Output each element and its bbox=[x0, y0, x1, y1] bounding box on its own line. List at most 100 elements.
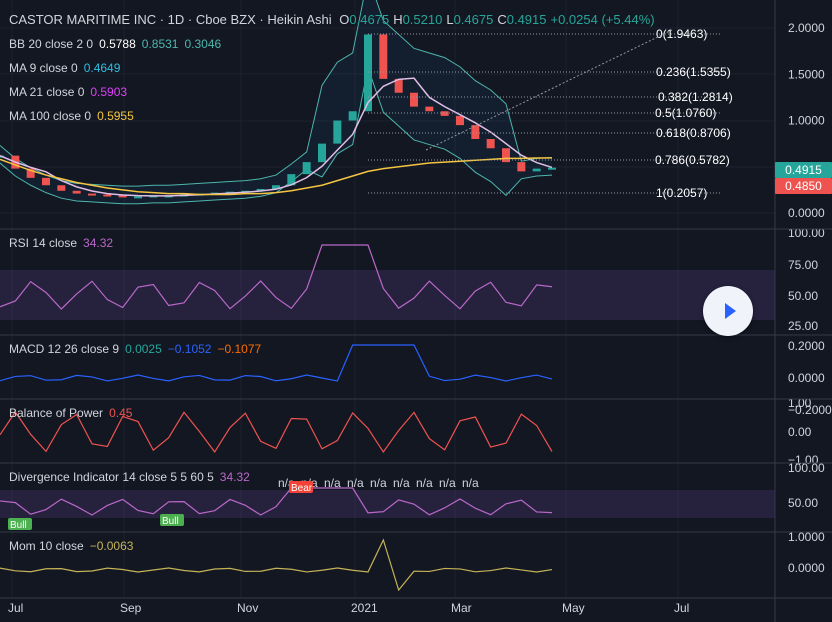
candle bbox=[103, 194, 112, 197]
pane-title: Mom 10 close −0.0063 bbox=[9, 539, 134, 553]
ohlc-value: 0.4915 bbox=[506, 12, 547, 27]
candle bbox=[379, 34, 388, 79]
candle bbox=[333, 120, 342, 144]
pane-value: 0.0025 bbox=[125, 342, 162, 356]
pane-tick-label: −0.2000 bbox=[788, 403, 832, 417]
pane-tick-label: 100.00 bbox=[788, 461, 825, 475]
candle bbox=[302, 162, 311, 175]
bollinger-band-fill bbox=[0, 0, 552, 204]
candle bbox=[364, 34, 372, 112]
fib-level-label: 0.236(1.5355) bbox=[656, 65, 731, 79]
candle bbox=[440, 111, 449, 116]
pane-title: Balance of Power 0.45 bbox=[9, 406, 133, 420]
indicator-name: MA 9 close 0 bbox=[9, 61, 78, 75]
symbol-title: CASTOR MARITIME INC · 1D · Cboe BZX · He… bbox=[9, 13, 655, 27]
fib-level-label: 0.5(1.0760) bbox=[655, 106, 716, 120]
change-value: +0.0254 (+5.44%) bbox=[550, 12, 655, 27]
ohlc-key: O bbox=[339, 12, 350, 27]
pane-value: 34.32 bbox=[220, 470, 250, 484]
pane-tick-label: 25.00 bbox=[788, 319, 818, 333]
indicator-line bbox=[0, 487, 553, 516]
indicator-value: 0.5788 bbox=[99, 37, 136, 51]
play-button[interactable] bbox=[703, 286, 753, 336]
price-tick-label: 2.0000 bbox=[788, 21, 825, 35]
fib-level-label: 0(1.9463) bbox=[656, 27, 707, 41]
candle bbox=[88, 193, 96, 196]
pane-tick-label: 0.0000 bbox=[788, 561, 825, 575]
divergence-badge bbox=[289, 481, 313, 493]
pane-value: −0.0063 bbox=[90, 539, 134, 553]
na-value: n/a bbox=[416, 476, 433, 490]
indicator-band bbox=[0, 270, 775, 320]
price-tick-label: 1.5000 bbox=[788, 67, 825, 81]
indicator-band bbox=[0, 490, 775, 518]
candle bbox=[456, 115, 464, 126]
candle bbox=[471, 125, 480, 139]
pane-tick-label: 1.00 bbox=[788, 396, 812, 410]
time-label: Jul bbox=[674, 601, 689, 615]
indicator-value: 0.8531 bbox=[141, 37, 179, 51]
na-value: n/a bbox=[439, 476, 456, 490]
na-value: n/a bbox=[462, 476, 479, 490]
candle bbox=[57, 185, 66, 191]
fib-level-label: 0.382(1.2814) bbox=[658, 90, 733, 104]
chart-grid bbox=[0, 0, 775, 598]
pane-tick-label: 0.00 bbox=[788, 0, 812, 3]
candle bbox=[532, 168, 541, 172]
pane-tick-label: 1.0000 bbox=[788, 530, 825, 544]
ohlc-value: 0.5210 bbox=[402, 12, 443, 27]
candle bbox=[348, 111, 357, 121]
pane-tick-label: 100.00 bbox=[788, 226, 825, 240]
play-icon bbox=[725, 303, 736, 319]
price-pane bbox=[0, 0, 556, 205]
pane-value: 34.32 bbox=[83, 236, 113, 250]
divergence-badge-label: Bull bbox=[162, 516, 179, 527]
indicator-value: 0.5955 bbox=[97, 109, 134, 123]
alt-price-tag: 0.4850 bbox=[775, 178, 832, 194]
momentum-pane: 1.0000 0.0000 Mom 10 close −0.0063 bbox=[0, 530, 825, 592]
fib-trend-line bbox=[425, 29, 673, 151]
pane-tick-label: 50.00 bbox=[788, 496, 818, 510]
divergence-badge-label: Bull bbox=[10, 520, 27, 531]
ma100-line bbox=[0, 157, 553, 196]
indicator-line bbox=[0, 244, 553, 310]
pane-value: −0.1077 bbox=[217, 342, 261, 356]
time-label: Jul bbox=[8, 601, 23, 615]
pane-title: MACD 12 26 close 9 0.0025 −0.1052 −0.1077 bbox=[9, 342, 262, 356]
pane-value: 0.45 bbox=[109, 406, 133, 420]
fib-level-label: 1(0.2057) bbox=[656, 186, 707, 200]
pane-tick-label: 0.00 bbox=[788, 425, 812, 439]
time-label: Nov bbox=[237, 601, 258, 615]
indicator-line bbox=[0, 538, 553, 592]
fib-level-label: 0.618(0.8706) bbox=[656, 126, 731, 140]
rsi-pane: 100.00 75.00 50.00 25.00 RSI 14 close 34.32 bbox=[0, 226, 825, 333]
indicator-legend-row: MA 21 close 0 0.5903 bbox=[9, 85, 127, 99]
pane-tick-label: 0.2000 bbox=[788, 339, 825, 353]
pane-value: −0.1052 bbox=[168, 342, 212, 356]
pane-tick-label: 50.00 bbox=[788, 289, 818, 303]
divergence-badge-label: Bear bbox=[291, 483, 313, 494]
candle bbox=[486, 139, 495, 149]
candle bbox=[134, 196, 142, 199]
indicator-legend-row: MA 9 close 0 0.4649 bbox=[9, 61, 120, 75]
na-value: n/a bbox=[324, 476, 341, 490]
indicator-line bbox=[0, 410, 553, 454]
time-label: Mar bbox=[451, 601, 472, 615]
indicator-line bbox=[0, 344, 553, 382]
indicator-name: MA 21 close 0 bbox=[9, 85, 85, 99]
last-price-tag: 0.4915 bbox=[775, 162, 832, 178]
indicator-name: MA 100 close 0 bbox=[9, 109, 92, 123]
price-tick-label: 0.0000 bbox=[788, 206, 825, 220]
time-label: May bbox=[562, 601, 585, 615]
bollinger-upper bbox=[0, 0, 553, 187]
ohlc-value: 0.4675 bbox=[349, 12, 390, 27]
ohlc-key: H bbox=[393, 12, 403, 27]
candle bbox=[502, 148, 510, 163]
pane-tick-label: 75.00 bbox=[788, 258, 818, 272]
na-value: n/a bbox=[393, 476, 410, 490]
fib-level-label: 0.786(0.5782) bbox=[655, 153, 730, 167]
ma21-line bbox=[0, 77, 553, 197]
